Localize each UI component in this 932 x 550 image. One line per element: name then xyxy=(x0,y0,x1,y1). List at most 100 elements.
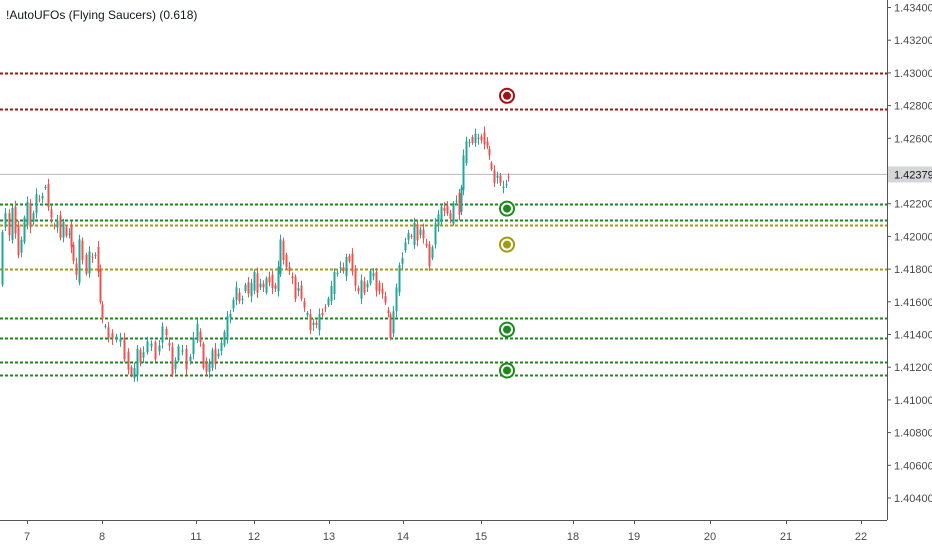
candle-body xyxy=(226,316,229,340)
ufo-marker-green[interactable] xyxy=(499,362,515,379)
y-tick-label: 1.41400 xyxy=(894,330,932,342)
candle-body xyxy=(477,137,480,139)
candle-body xyxy=(41,195,44,199)
indicator-title: !AutoUFOs (Flying Saucers) (0.618) xyxy=(6,8,198,22)
ufo-marker-green[interactable] xyxy=(499,321,515,338)
y-tick-label: 1.42800 xyxy=(894,101,932,113)
candle-body xyxy=(217,353,220,357)
candle-body xyxy=(59,215,62,238)
candle-body xyxy=(285,254,288,268)
candle-body xyxy=(14,206,17,234)
candle-body xyxy=(174,360,177,370)
candle-body xyxy=(339,267,342,269)
candle-body xyxy=(458,192,461,215)
candle-body xyxy=(425,243,428,246)
candle-body xyxy=(107,327,110,339)
candle-body xyxy=(354,269,357,286)
candle-body xyxy=(11,207,14,241)
candle-body xyxy=(327,298,330,306)
current-price-label: 1.42379 xyxy=(894,169,932,181)
candle-body xyxy=(199,331,202,343)
candle-body xyxy=(161,326,164,343)
candle-body xyxy=(345,257,348,277)
candle-body xyxy=(265,278,268,293)
candle-body xyxy=(282,240,285,260)
candle-body xyxy=(196,323,199,341)
candle-body xyxy=(483,132,486,145)
candle-body xyxy=(437,214,440,226)
y-tick-label: 1.40800 xyxy=(894,428,932,440)
candle-body xyxy=(428,244,431,267)
candle-body xyxy=(136,348,139,376)
candle-body xyxy=(256,273,259,293)
candle-body xyxy=(309,314,312,331)
candle-body xyxy=(366,283,369,288)
candle-body xyxy=(268,276,271,283)
candle-body xyxy=(158,345,161,352)
x-tick-label: 21 xyxy=(780,531,792,543)
candle-body xyxy=(392,311,395,334)
candle-body xyxy=(404,242,407,251)
candle-body xyxy=(395,287,398,312)
candle-body xyxy=(202,343,205,368)
candle-body xyxy=(70,225,73,248)
x-tick-label: 15 xyxy=(475,531,487,543)
candle-body xyxy=(303,301,306,308)
candle-body xyxy=(81,240,84,260)
candle-body xyxy=(378,282,381,292)
y-tick-label: 1.40600 xyxy=(894,460,932,472)
y-tick-label: 1.41600 xyxy=(894,297,932,309)
x-tick-label: 22 xyxy=(855,531,867,543)
candle-body xyxy=(192,337,195,355)
candle-body xyxy=(505,184,508,186)
candle-body xyxy=(389,314,392,339)
candle-body xyxy=(1,232,4,285)
x-tick-label: 11 xyxy=(190,531,201,543)
candle-body xyxy=(306,312,309,316)
candle-body xyxy=(462,155,465,190)
ufo-marker-olive[interactable] xyxy=(499,236,515,253)
x-tick-label: 20 xyxy=(704,531,716,543)
candle-body xyxy=(324,307,327,309)
candle-body xyxy=(68,233,71,235)
candle-body xyxy=(8,213,11,236)
candle-body xyxy=(274,285,277,289)
candle-body xyxy=(507,176,510,178)
x-tick-label: 7 xyxy=(24,531,30,543)
ufo-marker-green[interactable] xyxy=(499,200,515,217)
candle-body xyxy=(401,257,404,264)
candle-body xyxy=(150,343,153,347)
candle-body xyxy=(259,283,262,288)
candle-body xyxy=(205,362,208,372)
candle-body xyxy=(446,205,449,214)
candle-body xyxy=(312,322,315,326)
candle-body xyxy=(499,175,502,183)
candle-body xyxy=(115,336,118,340)
ufo-marker-red[interactable] xyxy=(499,87,515,104)
candle-body xyxy=(443,207,446,211)
candle-body xyxy=(471,136,474,143)
candle-body xyxy=(185,348,188,370)
candle-body xyxy=(502,186,505,189)
candle-body xyxy=(253,272,256,291)
candle-body xyxy=(294,276,297,299)
candle-body xyxy=(431,247,434,259)
candle-body xyxy=(250,282,253,297)
candle-body xyxy=(26,201,29,226)
candle-body xyxy=(321,312,324,316)
candle-body xyxy=(47,184,50,207)
candle-body xyxy=(44,186,47,189)
candle-body xyxy=(177,346,180,361)
candle-body xyxy=(333,272,336,294)
candle-body xyxy=(111,333,114,340)
candle-body xyxy=(468,142,471,144)
current-price-label-box xyxy=(888,166,932,183)
y-tick-label: 1.41000 xyxy=(894,395,932,407)
y-tick-label: 1.42000 xyxy=(894,231,932,243)
candle-body xyxy=(50,209,53,218)
candle-body xyxy=(32,213,35,223)
candle-body xyxy=(357,288,360,292)
candle-body xyxy=(363,281,366,293)
candle-body xyxy=(20,239,23,253)
